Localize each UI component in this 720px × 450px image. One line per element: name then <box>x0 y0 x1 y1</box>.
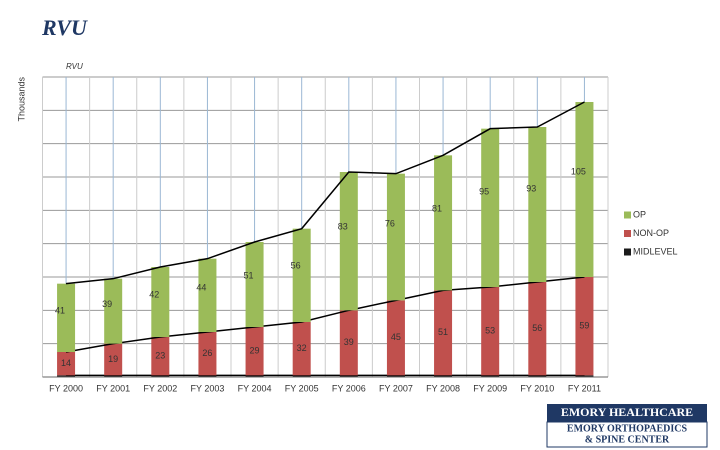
y-axis-label: Thousands <box>16 77 26 122</box>
bar-segment <box>481 128 500 287</box>
bar-segment <box>57 352 76 376</box>
data-label: 44 <box>196 282 206 292</box>
bar-segment <box>528 282 547 376</box>
legend-swatch <box>624 248 631 256</box>
data-label: 39 <box>344 337 354 347</box>
x-tick-label: FY 2005 <box>285 383 319 393</box>
logo-band <box>547 404 707 422</box>
x-tick-label: FY 2006 <box>332 383 366 393</box>
bar-segment <box>198 375 217 377</box>
bar-segment <box>339 310 358 376</box>
data-label: 81 <box>432 204 442 214</box>
data-label: 51 <box>438 327 448 337</box>
bar-segment <box>57 375 76 377</box>
bar-segment <box>292 228 311 322</box>
bar-segment <box>198 258 217 332</box>
logo-box <box>546 421 708 448</box>
bar-segment <box>104 278 123 344</box>
bar-segment <box>57 283 76 352</box>
bar-segment <box>245 242 264 327</box>
legend-label: OP <box>633 209 646 219</box>
x-tick-label: FY 2011 <box>568 383 601 393</box>
bar-segment <box>575 375 594 377</box>
data-label: 32 <box>297 343 307 353</box>
bar-segment <box>575 102 594 277</box>
x-tick-label: FY 2009 <box>473 383 507 393</box>
bar-segment <box>434 375 453 377</box>
data-label: 26 <box>202 348 212 358</box>
bar-segment <box>151 337 170 376</box>
data-label: 23 <box>155 351 165 361</box>
legend-swatch <box>624 230 631 237</box>
bar-segment <box>386 300 405 376</box>
bar-segment <box>245 327 264 376</box>
bar-segment <box>386 173 405 301</box>
legend-label: NON-OP <box>633 228 669 238</box>
bar-segment <box>198 332 217 376</box>
bar-segment <box>481 287 500 376</box>
data-label: 14 <box>61 358 71 368</box>
data-label: 93 <box>526 183 536 193</box>
data-label: 53 <box>485 326 495 336</box>
data-label: 105 <box>571 166 586 176</box>
bar-segment <box>339 172 358 311</box>
legend-swatch <box>624 211 631 219</box>
bar-segment <box>104 375 123 377</box>
data-label: 19 <box>108 354 118 364</box>
data-label: 39 <box>102 299 112 309</box>
logo-text: EMORY ORTHOPAEDICS <box>567 423 688 434</box>
data-label: 56 <box>532 323 542 333</box>
bar-segment <box>151 267 170 337</box>
x-tick-label: FY 2003 <box>191 383 225 393</box>
bar-segment <box>292 375 311 377</box>
logo: EMORY HEALTHCARE EMORY ORTHOPAEDICS & SP… <box>546 404 708 448</box>
data-label: 51 <box>244 270 254 280</box>
data-label: 56 <box>291 260 301 270</box>
bar-segment <box>528 127 547 282</box>
bar-segment <box>528 375 547 377</box>
data-label: 45 <box>391 332 401 342</box>
x-tick-label: FY 2002 <box>143 383 177 393</box>
bar-segment <box>434 155 453 291</box>
chart-title: RVU <box>41 15 88 40</box>
bar-segment <box>386 375 405 377</box>
data-label: 95 <box>479 186 489 196</box>
bar-segment <box>151 375 170 377</box>
bar-segment <box>575 277 594 376</box>
data-label: 42 <box>149 289 159 299</box>
x-tick-label: FY 2000 <box>49 383 83 393</box>
x-tick-label: FY 2007 <box>379 383 413 393</box>
x-tick-label: FY 2001 <box>96 383 130 393</box>
x-tick-label: FY 2008 <box>426 383 460 393</box>
logo-text: EMORY HEALTHCARE <box>561 405 693 419</box>
bar-segment <box>292 322 311 376</box>
data-label: 41 <box>55 305 65 315</box>
data-label: 29 <box>250 346 260 356</box>
data-label: 83 <box>338 222 348 232</box>
data-label: 59 <box>579 321 589 331</box>
bar-segment <box>104 343 123 376</box>
bar-segment <box>481 375 500 377</box>
x-tick-label: FY 2010 <box>520 383 554 393</box>
logo-text: & SPINE CENTER <box>585 434 670 445</box>
bar-segment <box>434 290 453 376</box>
bar-segment <box>245 375 264 377</box>
x-tick-label: FY 2004 <box>238 383 272 393</box>
legend-label: MIDLEVEL <box>633 246 678 256</box>
series-line <box>65 101 585 285</box>
bar-segment <box>339 375 358 377</box>
chart-subtitle: RVU <box>66 62 83 71</box>
data-label: 76 <box>385 219 395 229</box>
